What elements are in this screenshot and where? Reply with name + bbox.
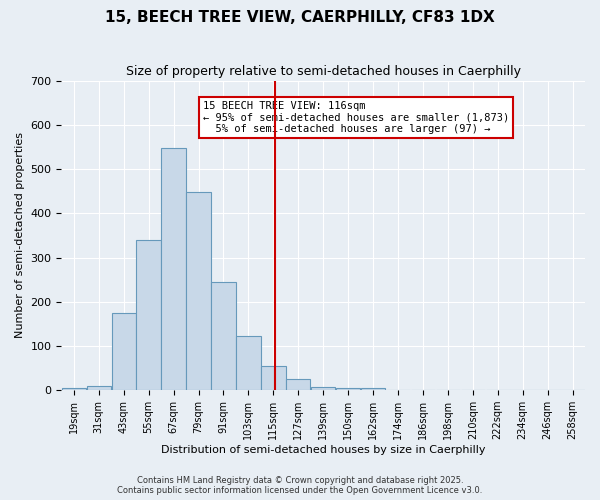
Bar bbox=[112, 313, 136, 390]
Text: 15 BEECH TREE VIEW: 116sqm
← 95% of semi-detached houses are smaller (1,873)
  5: 15 BEECH TREE VIEW: 116sqm ← 95% of semi… bbox=[203, 100, 509, 134]
Bar bbox=[286, 379, 310, 390]
Bar bbox=[336, 388, 361, 390]
Bar bbox=[361, 388, 385, 390]
Bar bbox=[236, 336, 260, 390]
Text: 15, BEECH TREE VIEW, CAERPHILLY, CF83 1DX: 15, BEECH TREE VIEW, CAERPHILLY, CF83 1D… bbox=[105, 10, 495, 25]
Bar bbox=[136, 240, 161, 390]
Bar bbox=[62, 388, 86, 390]
Y-axis label: Number of semi-detached properties: Number of semi-detached properties bbox=[15, 132, 25, 338]
Bar bbox=[86, 386, 111, 390]
Bar bbox=[261, 366, 286, 390]
X-axis label: Distribution of semi-detached houses by size in Caerphilly: Distribution of semi-detached houses by … bbox=[161, 445, 485, 455]
Bar bbox=[161, 148, 186, 390]
Bar bbox=[211, 282, 236, 390]
Text: Contains HM Land Registry data © Crown copyright and database right 2025.
Contai: Contains HM Land Registry data © Crown c… bbox=[118, 476, 482, 495]
Bar bbox=[311, 386, 335, 390]
Bar bbox=[187, 192, 211, 390]
Title: Size of property relative to semi-detached houses in Caerphilly: Size of property relative to semi-detach… bbox=[126, 65, 521, 78]
